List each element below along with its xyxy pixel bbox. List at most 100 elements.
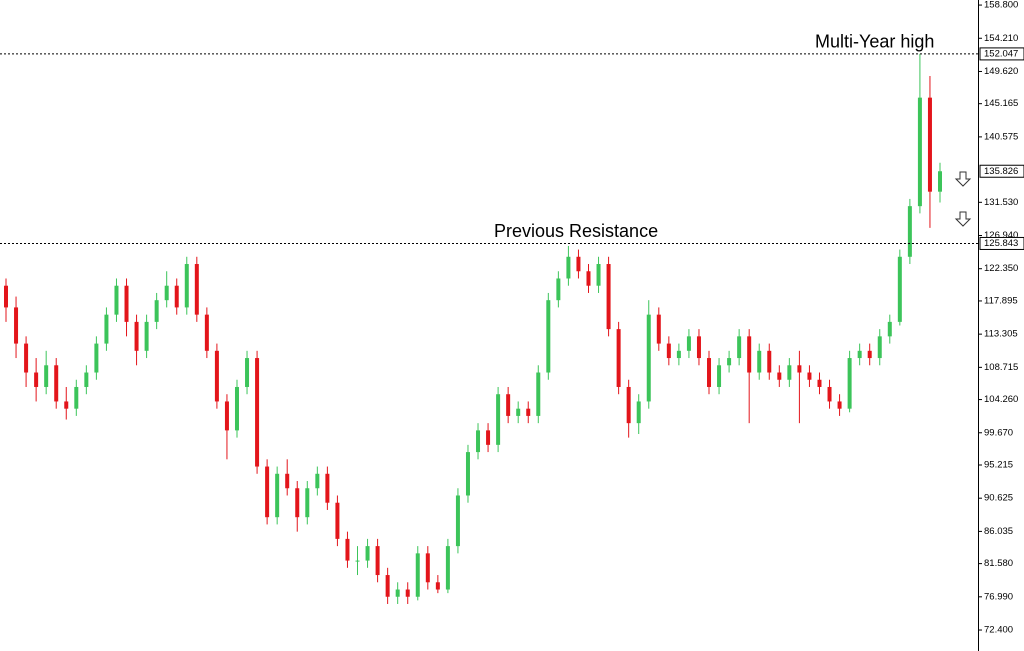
candle-body (596, 264, 601, 286)
level-price-box (979, 236, 1024, 250)
candle-body (506, 394, 511, 416)
last-price-box (979, 164, 1024, 178)
candle-body (516, 408, 521, 416)
candle-body (867, 350, 872, 359)
candle-body (777, 372, 782, 380)
candle-body (636, 401, 641, 424)
candle-body (616, 329, 621, 387)
level-price-label: 152.047 (984, 48, 1018, 59)
candle-body (556, 278, 561, 301)
candle-body (666, 343, 671, 359)
candle-body (34, 372, 39, 387)
candle-body (84, 372, 89, 387)
candle-body (295, 488, 300, 518)
signal-arrows (954, 171, 972, 227)
y-tick-label: 131.530 (984, 197, 1018, 208)
y-tick-label: 154.210 (984, 33, 1018, 44)
candle-body (707, 358, 712, 387)
y-tick-label: 72.400 (984, 625, 1013, 636)
candle-body (445, 546, 450, 590)
candle-body (435, 582, 440, 590)
candle-body (355, 560, 360, 562)
candles (4, 53, 942, 604)
candle-body (907, 206, 912, 257)
candle-body (144, 321, 149, 351)
candle-body (938, 171, 942, 192)
candle-body (305, 488, 310, 518)
candle-body (566, 256, 571, 279)
y-tick-label: 140.575 (984, 131, 1018, 142)
y-tick-label: 90.625 (984, 493, 1013, 504)
candle-body (265, 466, 270, 518)
candle-body (837, 401, 842, 409)
candle-body (365, 546, 370, 561)
candle-body (255, 358, 260, 467)
y-tick-label: 158.800 (984, 0, 1018, 11)
candle-body (24, 343, 29, 373)
candle-body (897, 256, 902, 322)
candle-body (767, 350, 772, 373)
candle-body (787, 365, 792, 380)
candle-body (275, 473, 280, 518)
y-tick-label: 99.670 (984, 427, 1013, 438)
level-price-label: 125.843 (984, 238, 1018, 249)
candle-body (164, 285, 169, 301)
y-tick-label: 145.165 (984, 98, 1018, 109)
candle-body (285, 473, 290, 489)
y-tick-label: 122.350 (984, 263, 1018, 274)
candle-body (44, 365, 49, 387)
candle-body (134, 321, 139, 351)
candle-body (214, 350, 219, 402)
candle-body (94, 343, 99, 373)
y-tick-label: 104.260 (984, 394, 1018, 405)
candle-body (184, 264, 189, 308)
y-tick-label: 126.940 (984, 230, 1018, 241)
candle-body (486, 430, 491, 445)
candle-body (74, 386, 79, 409)
candle-body (847, 358, 852, 409)
candle-body (14, 307, 19, 344)
y-tick-label: 76.990 (984, 591, 1013, 602)
candle-body (174, 285, 179, 308)
candle-body (747, 336, 752, 373)
candle-body (415, 553, 420, 597)
candle-body (606, 264, 611, 330)
candle-body (154, 300, 159, 322)
down-arrow-icon (954, 171, 972, 187)
down-arrow-icon (954, 211, 972, 227)
candle-body (64, 401, 69, 409)
candle-body (4, 285, 8, 308)
candle-body (104, 314, 109, 344)
candle-body (797, 365, 802, 373)
candle-body (576, 256, 581, 272)
candle-body (54, 365, 59, 402)
candle-body (455, 495, 460, 547)
candle-body (124, 285, 129, 322)
candle-body (465, 452, 470, 496)
candle-body (335, 502, 340, 539)
candle-body (194, 264, 199, 315)
candle-body (877, 336, 882, 359)
last-price-label: 135.826 (984, 166, 1018, 177)
candle-body (676, 350, 681, 359)
candle-body (927, 97, 932, 192)
y-tick-label: 95.215 (984, 460, 1013, 471)
y-tick-label: 113.305 (984, 329, 1018, 340)
candle-body (536, 372, 541, 416)
candle-body (395, 589, 400, 597)
candle-body (385, 575, 390, 597)
candle-body (737, 336, 742, 359)
level-annotation: Multi-Year high (815, 32, 934, 52)
candle-body (727, 358, 732, 366)
candle-body (425, 553, 430, 583)
candle-body (315, 473, 320, 489)
candle-body (757, 350, 762, 373)
candle-body (586, 271, 591, 286)
candle-body (476, 430, 481, 453)
candle-body (827, 386, 832, 402)
candle-body (496, 394, 501, 445)
candle-body (234, 386, 239, 431)
